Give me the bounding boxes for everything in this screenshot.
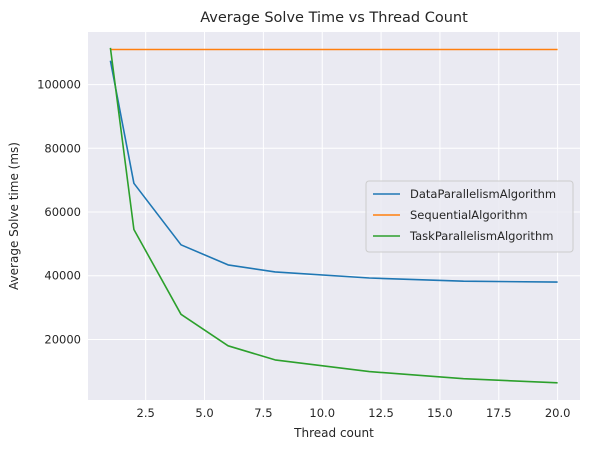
x-tick-label: 2.5	[137, 406, 155, 420]
series-lines	[109, 47, 558, 384]
legend-label: SequentialAlgorithm	[410, 208, 528, 222]
legend-label: TaskParallelismAlgorithm	[409, 229, 553, 243]
y-tick-label: 80000	[44, 141, 81, 155]
y-axis-ticks: 20000 40000 60000 80000 100000	[37, 78, 81, 347]
x-tick-label: 15.0	[427, 406, 453, 420]
x-tick-label: 17.5	[486, 406, 512, 420]
y-tick-label: 60000	[44, 205, 81, 219]
y-axis-label: Average Solve time (ms)	[7, 142, 21, 290]
x-tick-label: 7.5	[254, 406, 272, 420]
x-axis-ticks: 2.5 5.0 7.5 10.0 12.5 15.0 17.5 20.0	[137, 406, 571, 420]
legend-label: DataParallelismAlgorithm	[410, 187, 556, 201]
y-tick-label: 100000	[37, 78, 81, 92]
chart-title: Average Solve Time vs Thread Count	[200, 10, 468, 26]
series-line-DataParallelismAlgorithm	[109, 60, 558, 283]
y-tick-label: 20000	[44, 332, 81, 346]
legend: DataParallelismAlgorithm SequentialAlgori…	[365, 180, 574, 253]
x-tick-label: 5.0	[195, 406, 213, 420]
series-line-TaskParallelismAlgorithm	[109, 47, 558, 384]
x-tick-label: 12.5	[368, 406, 394, 420]
x-tick-label: 20.0	[545, 406, 571, 420]
legend-box	[365, 180, 574, 253]
x-tick-label: 10.0	[309, 406, 335, 420]
x-axis-label: Thread count	[293, 426, 374, 440]
y-tick-label: 40000	[44, 269, 81, 283]
